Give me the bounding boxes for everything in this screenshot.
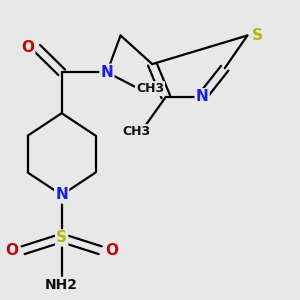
Text: O: O bbox=[105, 243, 118, 258]
Text: N: N bbox=[100, 65, 113, 80]
Text: CH3: CH3 bbox=[136, 82, 164, 95]
Text: N: N bbox=[196, 89, 208, 104]
Text: O: O bbox=[5, 243, 18, 258]
Text: NH2: NH2 bbox=[45, 278, 78, 292]
Text: O: O bbox=[21, 40, 34, 55]
Text: S: S bbox=[252, 28, 263, 43]
Text: S: S bbox=[56, 230, 67, 245]
Text: N: N bbox=[55, 188, 68, 202]
Text: CH3: CH3 bbox=[122, 125, 151, 138]
